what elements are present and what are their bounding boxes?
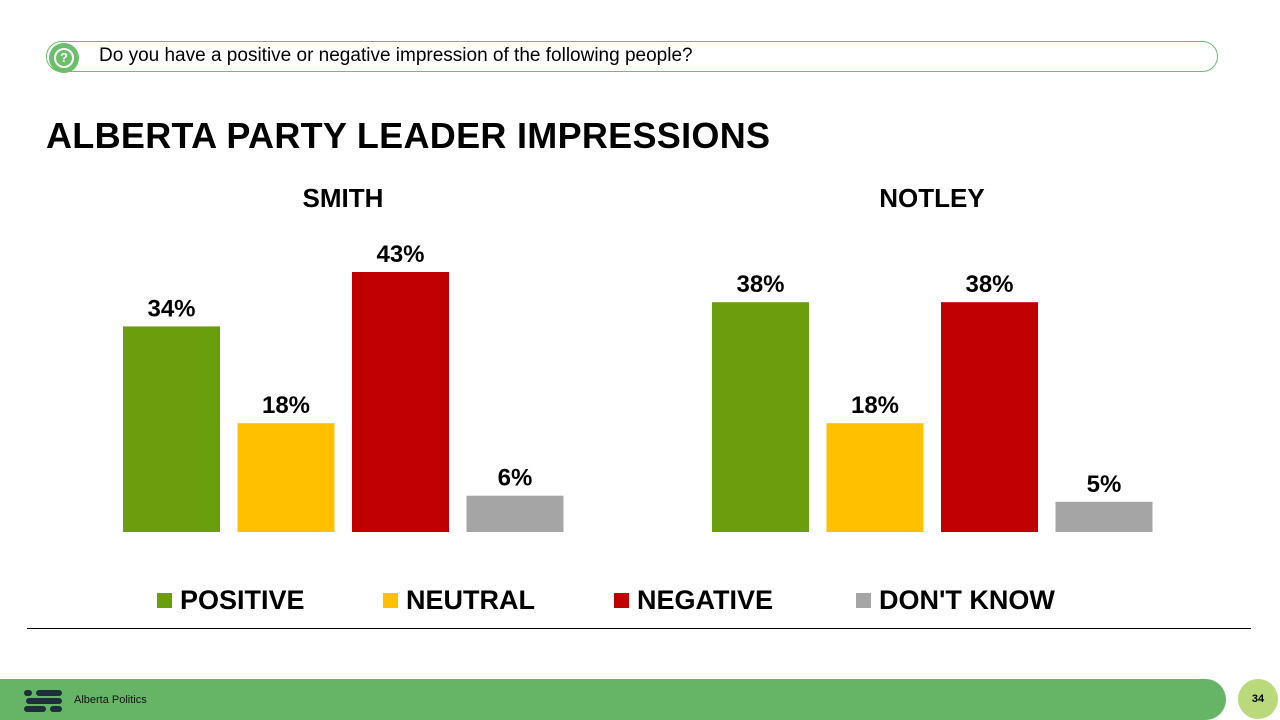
legend-swatch-positive: [157, 592, 172, 608]
bar-smith-positive: [123, 326, 220, 532]
page-number: 34: [1238, 679, 1278, 719]
legend-item-neutral: NEUTRAL: [383, 584, 535, 616]
legend-swatch-dont-know: [856, 592, 871, 608]
page-title: ALBERTA PARTY LEADER IMPRESSIONS: [46, 115, 771, 156]
footer-brand: Alberta Politics: [74, 694, 147, 706]
footer-bar: [0, 679, 1226, 720]
legend-swatch-negative: [614, 592, 629, 608]
bar-smith-dont-know: [466, 495, 564, 532]
data-label-notley-negative: 38%: [965, 271, 1013, 298]
bar-smith-neutral: [237, 423, 335, 532]
bar-notley-negative: [941, 302, 1038, 532]
bar-notley-positive: [712, 302, 809, 532]
bar-notley-neutral: [826, 423, 924, 532]
data-label-smith-positive: 34%: [147, 295, 195, 322]
question-mark-icon: ?: [49, 43, 79, 73]
legend-item-negative: NEGATIVE: [614, 584, 773, 616]
legend-label-neutral: NEUTRAL: [406, 584, 535, 615]
data-label-smith-dont-know: 6%: [498, 465, 533, 492]
alberta-politics-logo-icon: [24, 690, 64, 712]
legend-label-dont-know: DON'T KNOW: [879, 584, 1055, 615]
legend-swatch-neutral: [383, 592, 398, 608]
data-label-notley-neutral: 18%: [851, 392, 899, 419]
data-label-smith-neutral: 18%: [262, 392, 310, 419]
question-box: [46, 41, 1218, 72]
chart-title-smith: SMITH: [302, 183, 384, 213]
data-label-notley-positive: 38%: [736, 271, 784, 298]
legend-item-positive: POSITIVE: [157, 584, 305, 616]
chart-title-notley: NOTLEY: [879, 183, 985, 213]
legend-item-dont-know: DON'T KNOW: [856, 584, 1055, 616]
bar-smith-negative: [352, 272, 449, 532]
question-text: Do you have a positive or negative impre…: [99, 45, 693, 66]
legend-label-negative: NEGATIVE: [637, 584, 774, 615]
data-label-notley-dont-know: 5%: [1087, 471, 1122, 498]
divider-line: [27, 628, 1251, 629]
data-label-smith-negative: 43%: [376, 241, 424, 268]
bar-notley-dont-know: [1055, 501, 1153, 532]
legend-label-positive: POSITIVE: [180, 584, 305, 615]
